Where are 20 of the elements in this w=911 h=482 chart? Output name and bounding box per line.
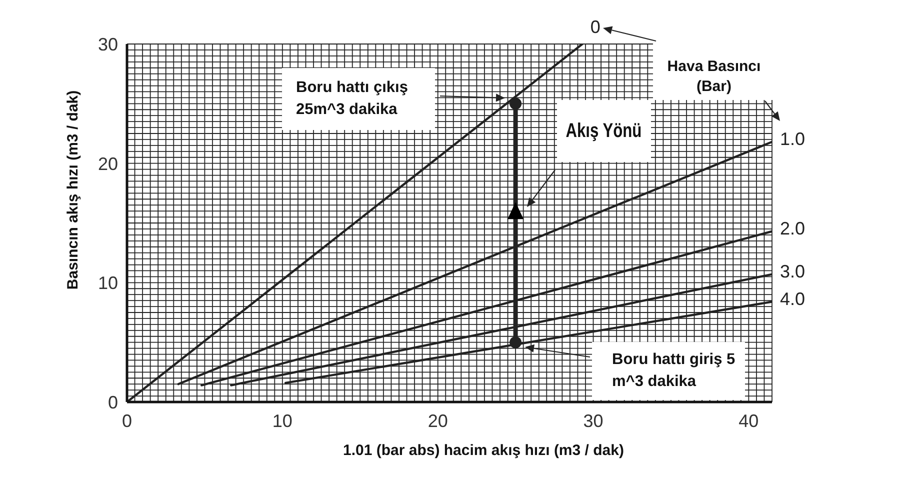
y-axis-title: Basıncın akış hızı (m3 / dak)	[64, 90, 82, 290]
x-tick-label: 0	[122, 410, 132, 431]
series-label: 4.0	[780, 288, 806, 309]
annotation: Akış Yönü	[566, 120, 642, 142]
x-tick-label: 30	[583, 410, 604, 431]
legend-title: Hava Basıncı (Bar)	[666, 57, 762, 97]
x-tick-label: 40	[738, 410, 759, 431]
annotation: Boru hattı çıkış 25m^3 dakika	[296, 78, 409, 120]
series-label: 1.0	[780, 128, 806, 149]
y-tick-label: 0	[108, 392, 118, 412]
series-label: 3.0	[780, 261, 806, 282]
y-tick-label: 20	[98, 154, 118, 174]
x-tick-label: 20	[428, 410, 448, 431]
y-tick-label: 30	[98, 34, 118, 54]
x-tick-label: 10	[272, 410, 292, 431]
legend-label: 0	[590, 17, 600, 37]
annotation: Boru hattı giriş 5 m^3 dakika	[612, 350, 736, 392]
series-label: 2.0	[780, 218, 806, 238]
y-tick-label: 10	[98, 273, 118, 294]
x-axis-title: 1.01 (bar abs) hacim akış hızı (m3 / dak)	[343, 442, 624, 459]
